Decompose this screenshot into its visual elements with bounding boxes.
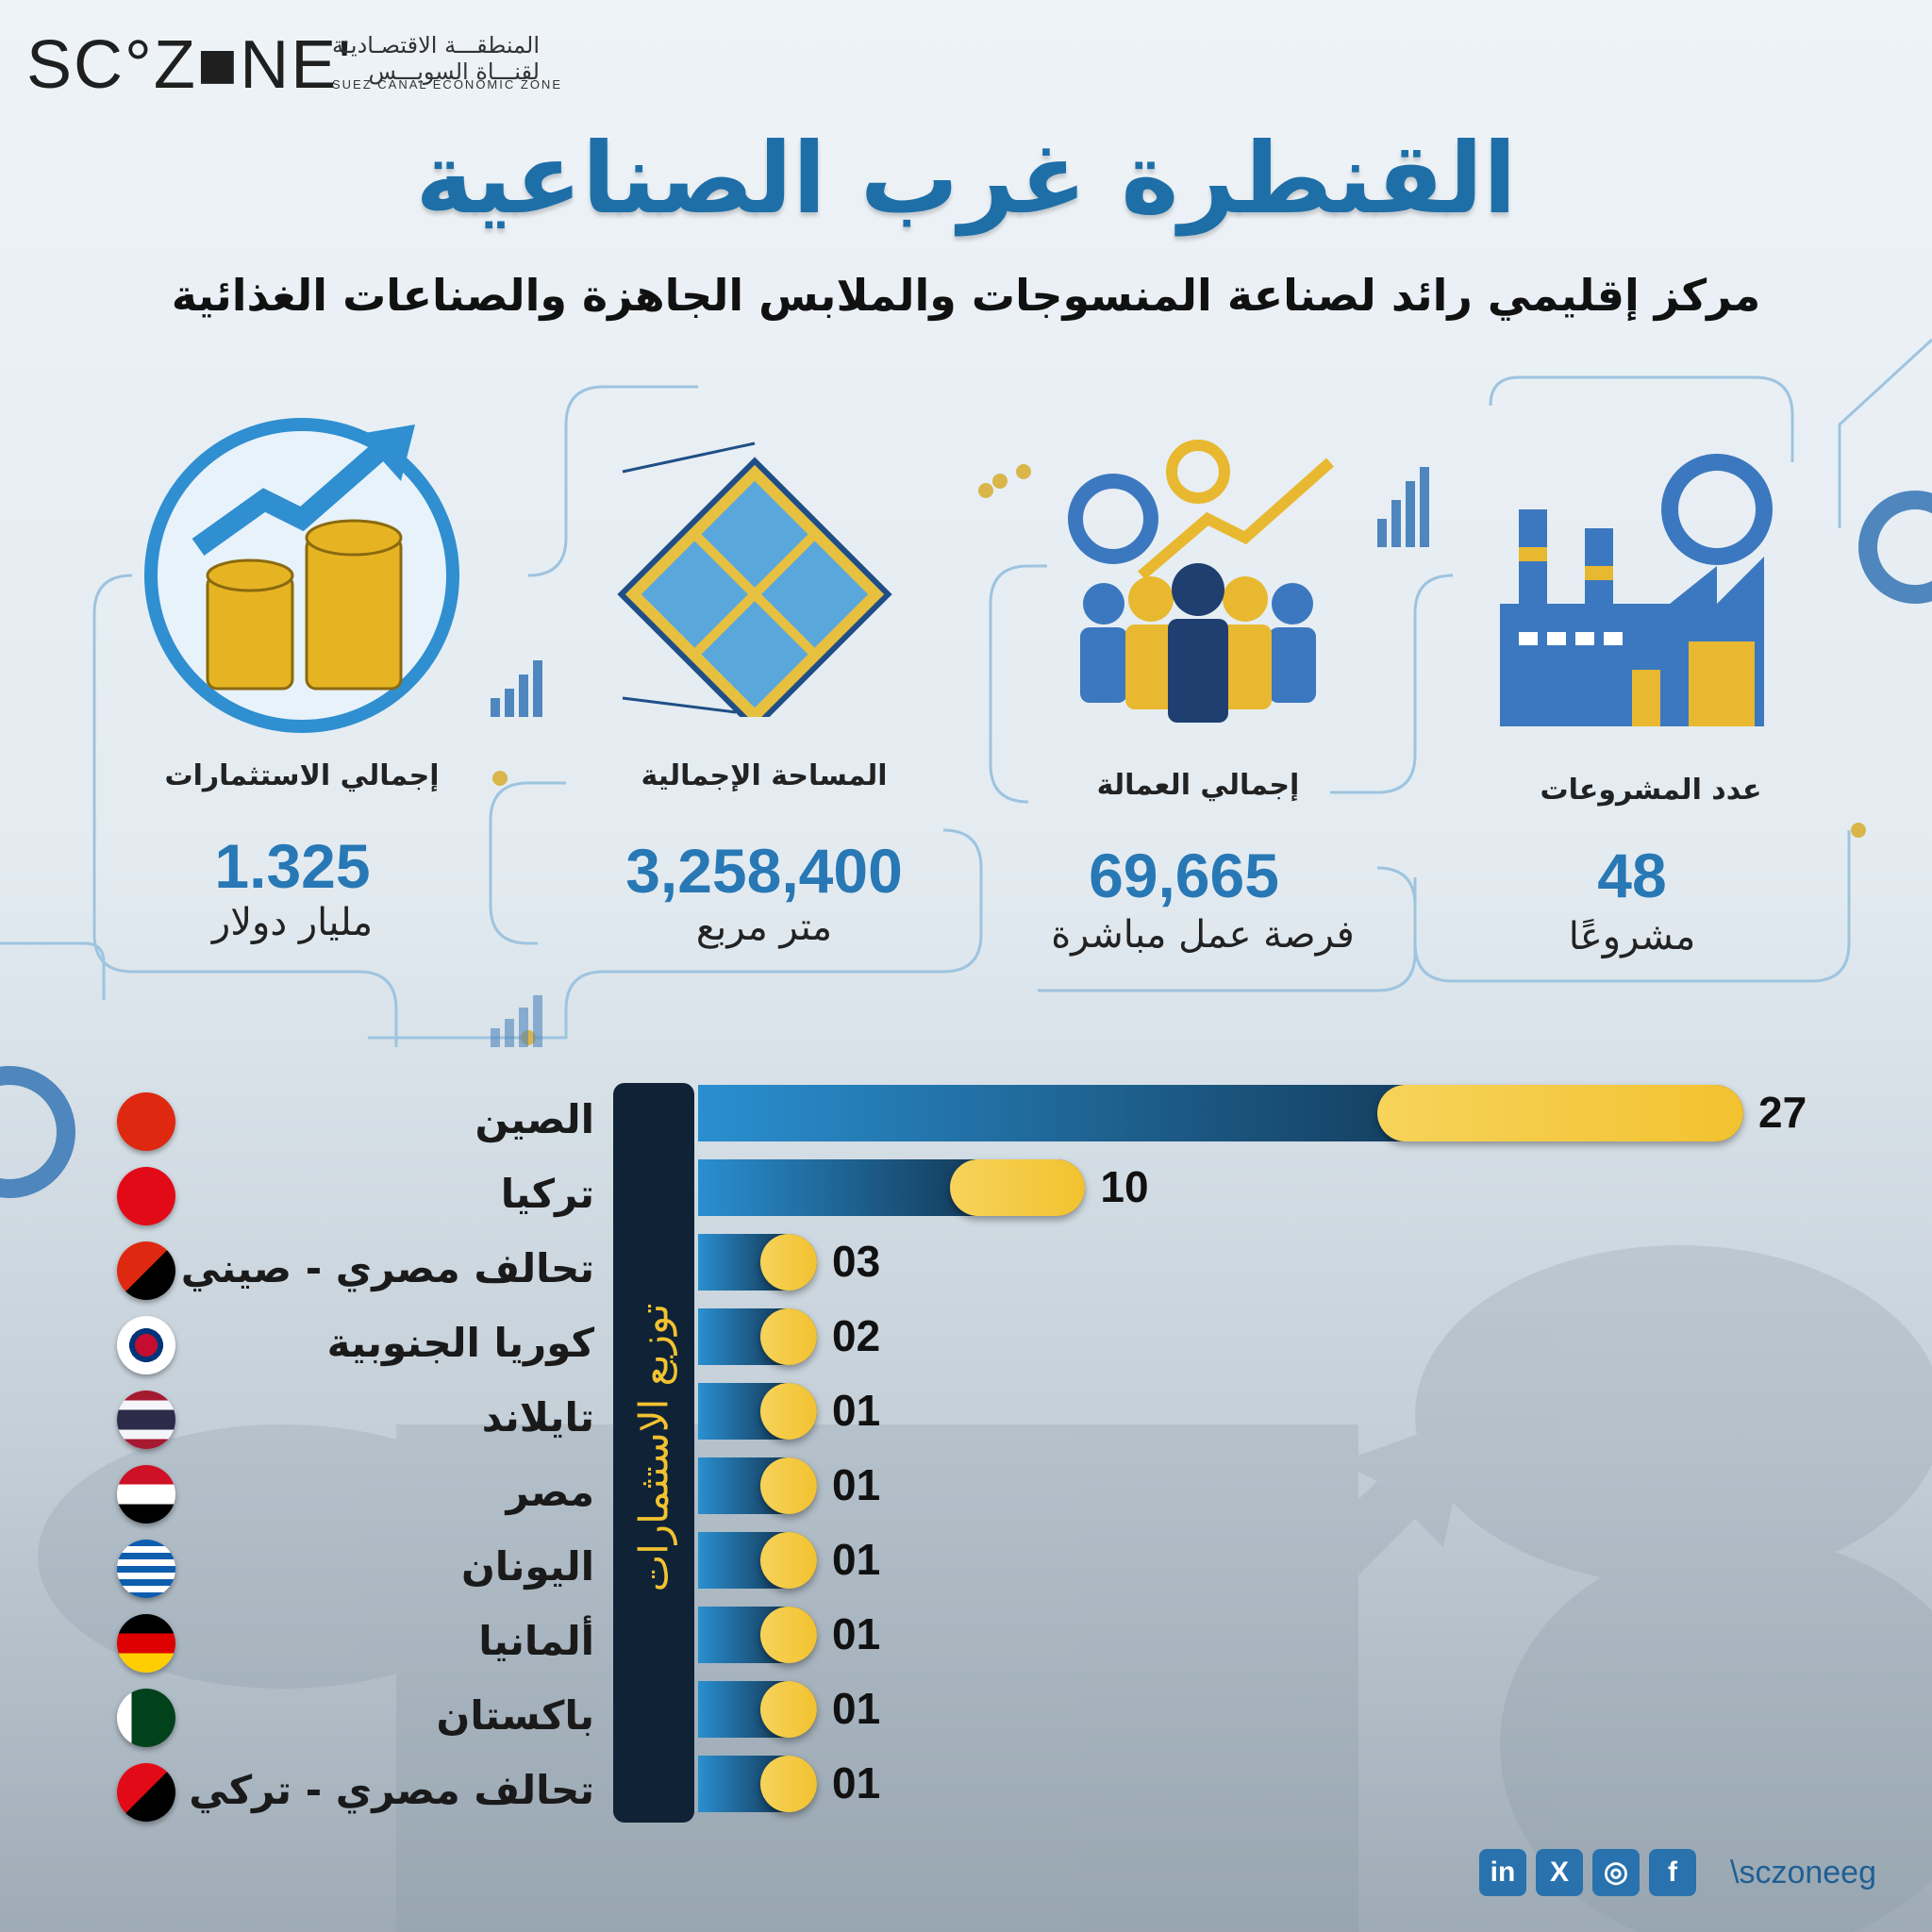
linkedin-icon[interactable]: in [1479, 1849, 1526, 1896]
chart-title-strip [613, 1083, 694, 1823]
bar-value-label: 01 [832, 1684, 881, 1733]
bar-cap-3 [760, 1308, 817, 1365]
facebook-icon[interactable]: f [1649, 1849, 1696, 1896]
country-label: كوريا الجنوبية [326, 1320, 594, 1366]
country-label: تحالف مصري - صيني [180, 1245, 594, 1291]
kpi-label-projects: عدد المشروعات [1540, 774, 1762, 807]
kpi-unit-investments: مليار دولار [211, 901, 374, 944]
kpi-label-employment: إجمالي العمالة [1096, 769, 1300, 802]
kpi-value-investments: 1.325 [214, 831, 371, 901]
bar-cap-6 [760, 1532, 817, 1589]
logo-wordmark: SC°Z■NE' [26, 27, 354, 103]
kpi-unit-projects: مشروعًا [1568, 915, 1696, 958]
country-label: تحالف مصري - تركي [189, 1767, 594, 1813]
bar-cap-7 [760, 1607, 817, 1663]
workforce-icon [1068, 440, 1334, 723]
bar-value-label: 01 [832, 1386, 881, 1435]
kpi-unit-area: متر مربع [695, 906, 833, 949]
bar-cap-9 [760, 1756, 817, 1812]
area-plan-icon [617, 441, 892, 717]
country-label: باكستان [436, 1692, 594, 1739]
kpi-label-area: المساحة الإجمالية [641, 759, 888, 792]
thailand-flag-icon [117, 1391, 175, 1449]
bar-value-label: 01 [832, 1758, 881, 1807]
bar-value-label: 10 [1100, 1162, 1149, 1211]
kpi-value-projects: 48 [1597, 841, 1667, 910]
country-label: ألمانيا [478, 1618, 594, 1664]
china-flag-icon [117, 1092, 175, 1151]
kpi-label-investments: إجمالي الاستثمارات [164, 759, 440, 792]
bar-value-label: 01 [832, 1460, 881, 1509]
page-title: القنطرة غرب الصناعية [415, 121, 1517, 236]
kpi-value-employment: 69,665 [1089, 841, 1279, 910]
south-korea-flag-icon [117, 1316, 175, 1374]
country-label: تايلاند [481, 1394, 594, 1441]
kpi-value-area: 3,258,400 [625, 836, 903, 906]
egypt-turkey-flag-icon [117, 1763, 175, 1822]
pakistan-flag-icon [117, 1689, 175, 1747]
bar-cap-4 [760, 1383, 817, 1440]
bar-value-label: 01 [832, 1535, 881, 1584]
bar-cap-8 [760, 1681, 817, 1738]
kpi-unit-employment: فرصة عمل مباشرة [1051, 913, 1355, 957]
egypt-china-flag-icon [117, 1241, 175, 1300]
greece-flag-icon [117, 1540, 175, 1598]
page-subtitle: مركز إقليمي رائد لصناعة المنسوجات والملا… [171, 270, 1761, 321]
bar-value-label: 03 [832, 1237, 881, 1286]
bar-value-label: 27 [1758, 1088, 1807, 1137]
bar-cap-2 [760, 1234, 817, 1291]
bar-cap-5 [760, 1457, 817, 1514]
instagram-icon[interactable]: ◎ [1592, 1849, 1640, 1896]
country-label: اليونان [460, 1543, 594, 1590]
social-icons: in X ◎ f [1479, 1849, 1696, 1896]
turkey-flag-icon [117, 1167, 175, 1225]
x-icon[interactable]: X [1536, 1849, 1583, 1896]
country-label: مصر [506, 1469, 594, 1515]
social-handle: \sczoneeg [1730, 1855, 1876, 1890]
bar-value-label: 02 [832, 1311, 881, 1360]
coins-growth-icon [144, 418, 459, 733]
bar-cap-1 [949, 1159, 1086, 1216]
egypt-flag-icon [117, 1465, 175, 1524]
bar-cap-0 [1377, 1085, 1743, 1141]
germany-flag-icon [117, 1614, 175, 1673]
factory-icon [1500, 454, 1773, 726]
country-label: الصين [475, 1096, 595, 1142]
logo-arabic-text: المنطقـــة الاقتصـاديـة لقنـــاة السويــ… [331, 32, 540, 85]
logo-english-text: SUEZ CANAL ECONOMIC ZONE [332, 77, 562, 92]
bar-value-label: 01 [832, 1609, 881, 1658]
country-label: تركيا [500, 1171, 594, 1217]
